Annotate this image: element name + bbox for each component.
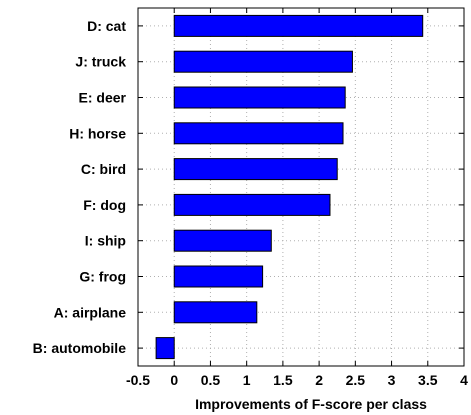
x-tick-label: -0.5	[126, 372, 150, 388]
category-label: C: bird	[81, 161, 126, 177]
category-label: G: frog	[79, 269, 126, 285]
bar-a-airplane	[173, 301, 258, 324]
x-tick-label: 3.5	[418, 372, 438, 388]
category-label: I: ship	[85, 233, 126, 249]
x-axis-title: Improvements of F-score per class	[195, 396, 427, 412]
category-label: B: automobile	[33, 340, 127, 356]
bar-j-truck	[173, 50, 353, 73]
x-tick-label: 3	[388, 372, 396, 388]
bar-f-dog	[173, 193, 331, 216]
category-label: E: deer	[79, 90, 127, 106]
plot-frame	[137, 7, 465, 367]
bars	[155, 14, 424, 360]
bar-b-automobile	[155, 337, 175, 360]
category-label: F: dog	[83, 197, 126, 213]
x-tick-label: 4	[460, 372, 468, 388]
category-labels: D: cat J: truck E: deer H: horse C: bird F: d…	[33, 18, 127, 356]
x-tick-label: 1.5	[273, 372, 293, 388]
x-tick-label: 0	[170, 372, 178, 388]
x-tick-label: 1	[243, 372, 251, 388]
x-tick-labels: -0.5 0 0.5 1 1.5 2 2.5 3 3.5 4	[126, 372, 468, 388]
category-label: J: truck	[75, 54, 126, 70]
bar-i-ship	[173, 229, 272, 252]
x-tick-label: 2.5	[346, 372, 366, 388]
x-tick-label: 2	[315, 372, 323, 388]
bar-g-frog	[173, 265, 264, 288]
bar-e-deer	[173, 86, 346, 109]
category-label: D: cat	[87, 18, 126, 34]
category-label: H: horse	[69, 125, 126, 141]
x-tick-label: 0.5	[201, 372, 221, 388]
category-label: A: airplane	[54, 304, 127, 320]
bar-c-bird	[173, 158, 338, 181]
axis-ticks	[137, 8, 465, 366]
bar-h-horse	[173, 122, 344, 145]
bar-d-cat	[173, 14, 424, 37]
